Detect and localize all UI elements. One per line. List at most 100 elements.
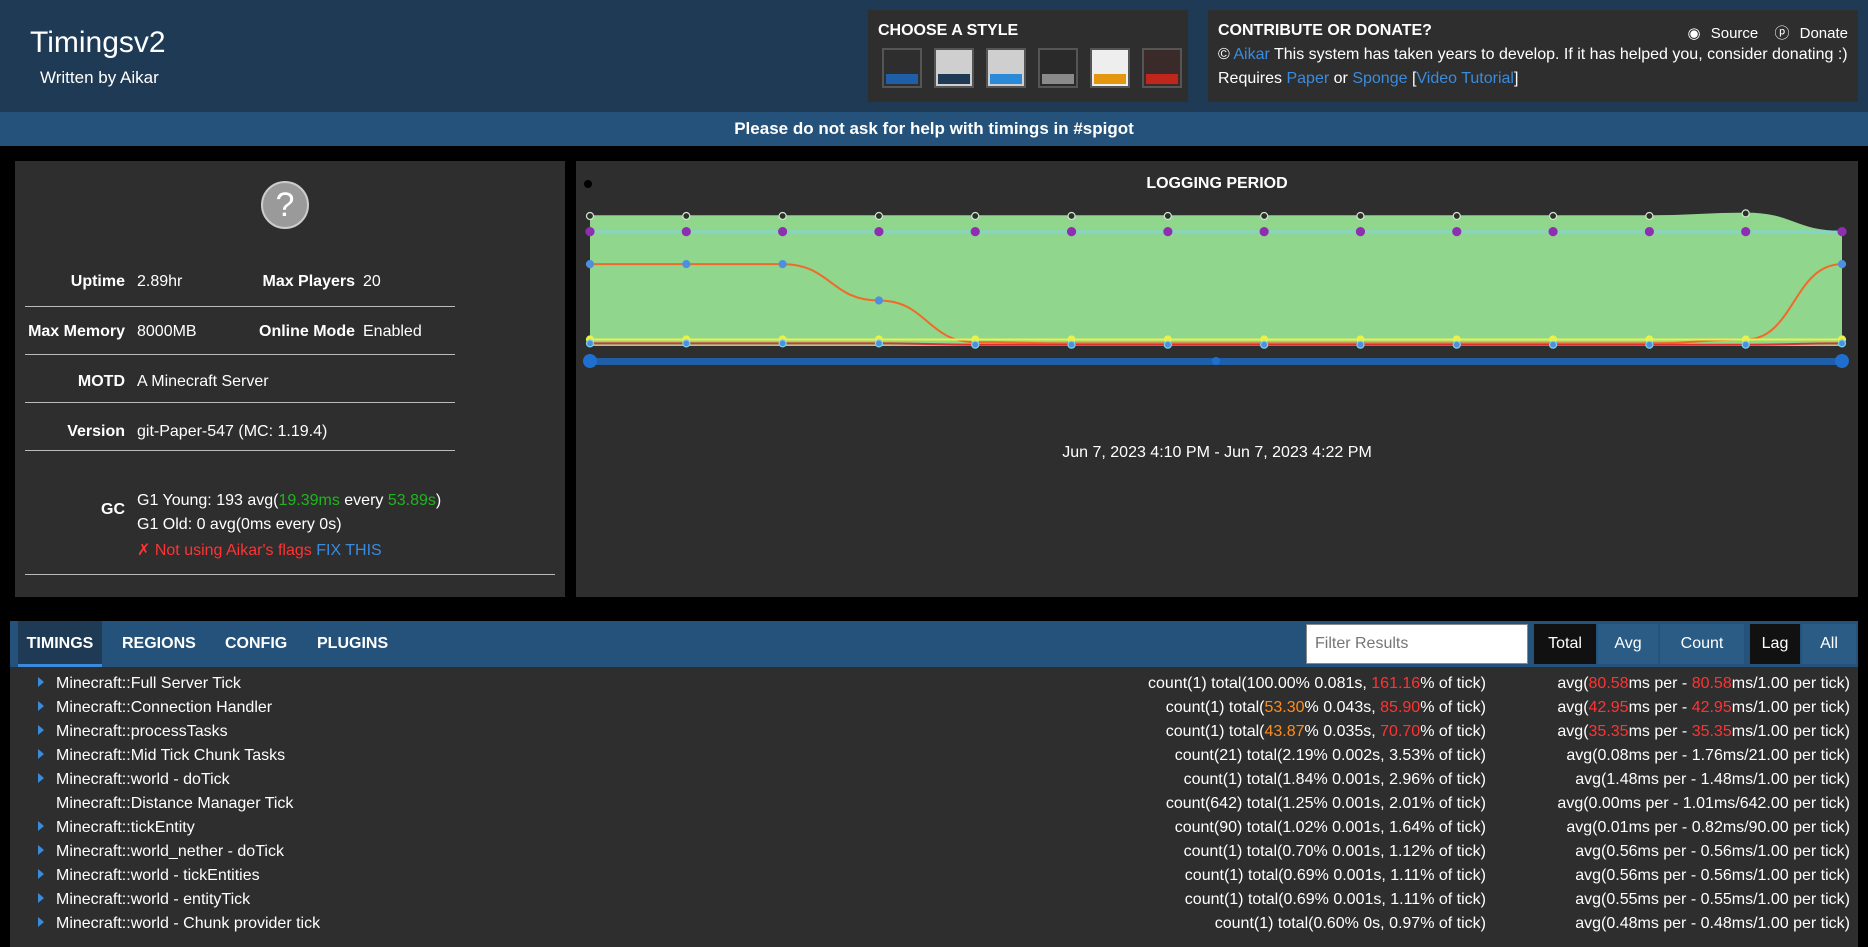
paper-link[interactable]: Paper [1286,70,1330,87]
timing-row[interactable]: Minecraft::world_nether - doTick count(1)… [10,841,1858,865]
video-tutorial-link[interactable]: Video Tutorial [1416,70,1514,87]
chart-series-line [590,342,1843,346]
style-swatch[interactable] [1038,48,1078,88]
version-label: Version [67,423,125,440]
style-swatch[interactable] [882,48,922,88]
timing-row[interactable]: Minecraft::processTasks count(1) total(43… [10,721,1858,745]
chart-point [681,226,691,237]
author-link[interactable]: Aikar [1233,46,1270,63]
timing-total: count(1) total(43.87% 0.035s, 70.70% of … [1165,723,1486,740]
expand-arrow-icon[interactable] [38,917,44,927]
source-link[interactable]: ◉ Source [1681,25,1758,42]
gc-young-s: 53.89s [387,492,436,509]
tab-regions[interactable]: REGIONS [122,635,196,652]
style-swatch[interactable] [934,48,974,88]
timing-row[interactable]: Minecraft::Connection Handler count(1) to… [10,697,1858,721]
logging-period-chart[interactable] [576,161,1858,597]
gc-young-every: every [339,492,388,509]
chart-range-handle-right [1835,354,1849,368]
donate-link[interactable]: ⓟ Donate [1768,25,1848,42]
app-header: Timingsv2 Written by Aikar CHOOSE A STYL… [0,0,1868,112]
style-swatch-accent [990,74,1022,84]
timing-name[interactable]: Minecraft::world_nether - doTick [56,843,284,860]
sponge-link[interactable]: Sponge [1352,70,1408,87]
chart-title: LOGGING PERIOD [1146,175,1288,192]
timing-name[interactable]: Minecraft::world - tickEntities [56,867,260,884]
expand-arrow-icon[interactable] [38,677,44,687]
timing-row[interactable]: Minecraft::Full Server Tick count(1) tota… [10,673,1858,697]
timing-name[interactable]: Minecraft::tickEntity [56,819,195,836]
chart-range-center-handle [1212,357,1220,365]
timing-avg: avg(0.00ms per - 1.01ms/642.00 per tick) [1557,795,1850,812]
timing-avg: avg(0.48ms per - 0.48ms/1.00 per tick) [1575,915,1850,932]
timing-name[interactable]: Minecraft::world - entityTick [56,891,251,908]
filter-lag-button[interactable]: Lag [1750,624,1800,664]
timing-row[interactable]: Minecraft::world - entityTick count(1) to… [10,889,1858,913]
expand-arrow-icon[interactable] [38,893,44,903]
chart-point [682,339,691,348]
logging-period-panel: LOGGING PERIOD Jun 7, 2023 4:10 PM - Jun… [576,161,1858,597]
requires-line: Requires Paper or Sponge [Video Tutorial… [1218,70,1518,88]
chart-point [1259,226,1269,237]
expand-arrow-icon[interactable] [38,821,44,831]
timing-name[interactable]: Minecraft::Connection Handler [56,699,273,716]
server-info-panel: ? Uptime 2.89hr Max Players 20 Max Memor… [15,161,565,597]
timing-total: count(1) total(0.70% 0.001s, 1.12% of ti… [1183,843,1486,860]
timing-row[interactable]: Minecraft::Distance Manager Tick count(64… [10,793,1858,817]
app-title[interactable]: Timingsv2 [30,26,166,59]
timing-row[interactable]: Minecraft::tickEntity count(90) total(1.0… [10,817,1858,841]
timing-name[interactable]: Minecraft::Distance Manager Tick [56,795,294,812]
chart-point [778,211,787,221]
filter-all-button[interactable]: All [1802,624,1856,664]
timing-name[interactable]: Minecraft::processTasks [56,723,228,740]
chart-range-label: Jun 7, 2023 4:10 PM - Jun 7, 2023 4:22 P… [1062,444,1372,461]
timing-name[interactable]: Minecraft::Mid Tick Chunk Tasks [56,747,286,764]
timing-row[interactable]: Minecraft::world - tickEntities count(1) … [10,865,1858,889]
chart-point [1741,340,1750,349]
gc-young-line: G1 Young: 193 avg(19.39ms every 53.89s) [137,492,441,510]
style-swatch[interactable] [986,48,1026,88]
style-swatch[interactable] [1142,48,1182,88]
gc-warning: ✗ Not using Aikar's flags [137,542,312,559]
expand-arrow-icon[interactable] [38,749,44,759]
timing-name[interactable]: Minecraft::world - doTick [56,771,230,788]
style-swatch[interactable] [1090,48,1130,88]
timing-row[interactable]: Minecraft::world - Chunk provider tick co… [10,913,1858,937]
info-row-motd: MOTD A Minecraft Server [25,355,455,403]
timing-row[interactable]: Minecraft::world - doTick count(1) total(… [10,769,1858,793]
sort-avg-button[interactable]: Avg [1598,624,1658,664]
timing-total: count(642) total(1.25% 0.001s, 2.01% of … [1165,795,1486,812]
filter-results-input[interactable] [1306,624,1528,664]
chart-point [1741,226,1751,237]
chart-point [585,211,595,221]
chart-point [1837,339,1847,348]
timing-name[interactable]: Minecraft::Full Server Tick [56,675,241,692]
chart-point [585,259,595,269]
tab-config[interactable]: CONFIG [225,635,288,652]
sort-count-button[interactable]: Count [1660,624,1744,664]
timing-total: count(1) total(1.84% 0.001s, 2.96% of ti… [1183,771,1486,788]
expand-arrow-icon[interactable] [38,869,44,879]
tab-plugins[interactable]: PLUGINS [317,635,389,652]
gc-young-ms: 19.39ms [278,492,340,509]
timing-name[interactable]: Minecraft::world - Chunk provider tick [56,915,321,932]
requires-label: Requires [1218,70,1283,87]
expand-arrow-icon[interactable] [38,701,44,711]
expand-arrow-icon[interactable] [38,773,44,783]
expand-arrow-icon[interactable] [38,845,44,855]
sort-total-button[interactable]: Total [1534,624,1596,664]
timing-avg: avg(0.56ms per - 0.56ms/1.00 per tick) [1575,867,1850,884]
contribute-text: This system has taken years to develop. … [1273,46,1848,63]
style-swatch-accent [938,74,970,84]
chart-point [1355,226,1366,237]
paypal-icon: ⓟ [1774,25,1790,42]
chart-point [1356,211,1365,221]
chart-point [1260,211,1269,221]
chart-point [1645,340,1654,349]
timing-row[interactable]: Minecraft::Mid Tick Chunk Tasks count(21)… [10,745,1858,769]
tab-timings[interactable]: TIMINGS [18,621,102,667]
gc-fix-link[interactable]: FIX THIS [316,542,382,559]
max-players-label: Max Players [262,273,355,290]
donate-label: Donate [1799,25,1848,42]
expand-arrow-icon[interactable] [38,725,44,735]
